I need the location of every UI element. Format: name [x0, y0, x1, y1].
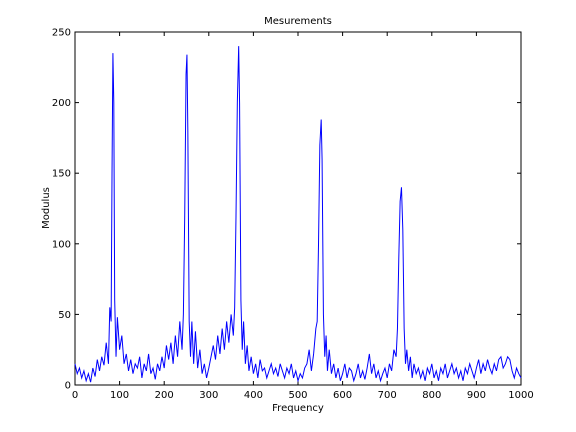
- chart-title: Mesurements: [264, 16, 332, 27]
- x-axis-label: Frequency: [272, 403, 324, 414]
- y-tick-label: 250: [52, 28, 71, 39]
- y-tick-label: 50: [58, 310, 71, 321]
- x-tick-label: 200: [155, 390, 174, 401]
- x-tick-label: 1000: [508, 390, 533, 401]
- x-tick-label: 800: [422, 390, 441, 401]
- x-tick-label: 0: [72, 390, 78, 401]
- plot-area: [74, 31, 522, 386]
- line-series: [74, 46, 522, 383]
- y-tick-label: 100: [52, 239, 71, 250]
- y-tick-label: 150: [52, 169, 71, 180]
- x-tick-label: 500: [288, 390, 307, 401]
- y-axis-label: Modulus: [41, 187, 52, 229]
- y-tick-label: 0: [65, 381, 71, 392]
- x-tick-label: 400: [244, 390, 263, 401]
- x-tick-label: 600: [333, 390, 352, 401]
- x-tick-label: 700: [378, 390, 397, 401]
- x-tick-label: 300: [199, 390, 218, 401]
- x-tick-label: 900: [467, 390, 486, 401]
- y-tick-label: 200: [52, 98, 71, 109]
- x-tick-label: 100: [110, 390, 129, 401]
